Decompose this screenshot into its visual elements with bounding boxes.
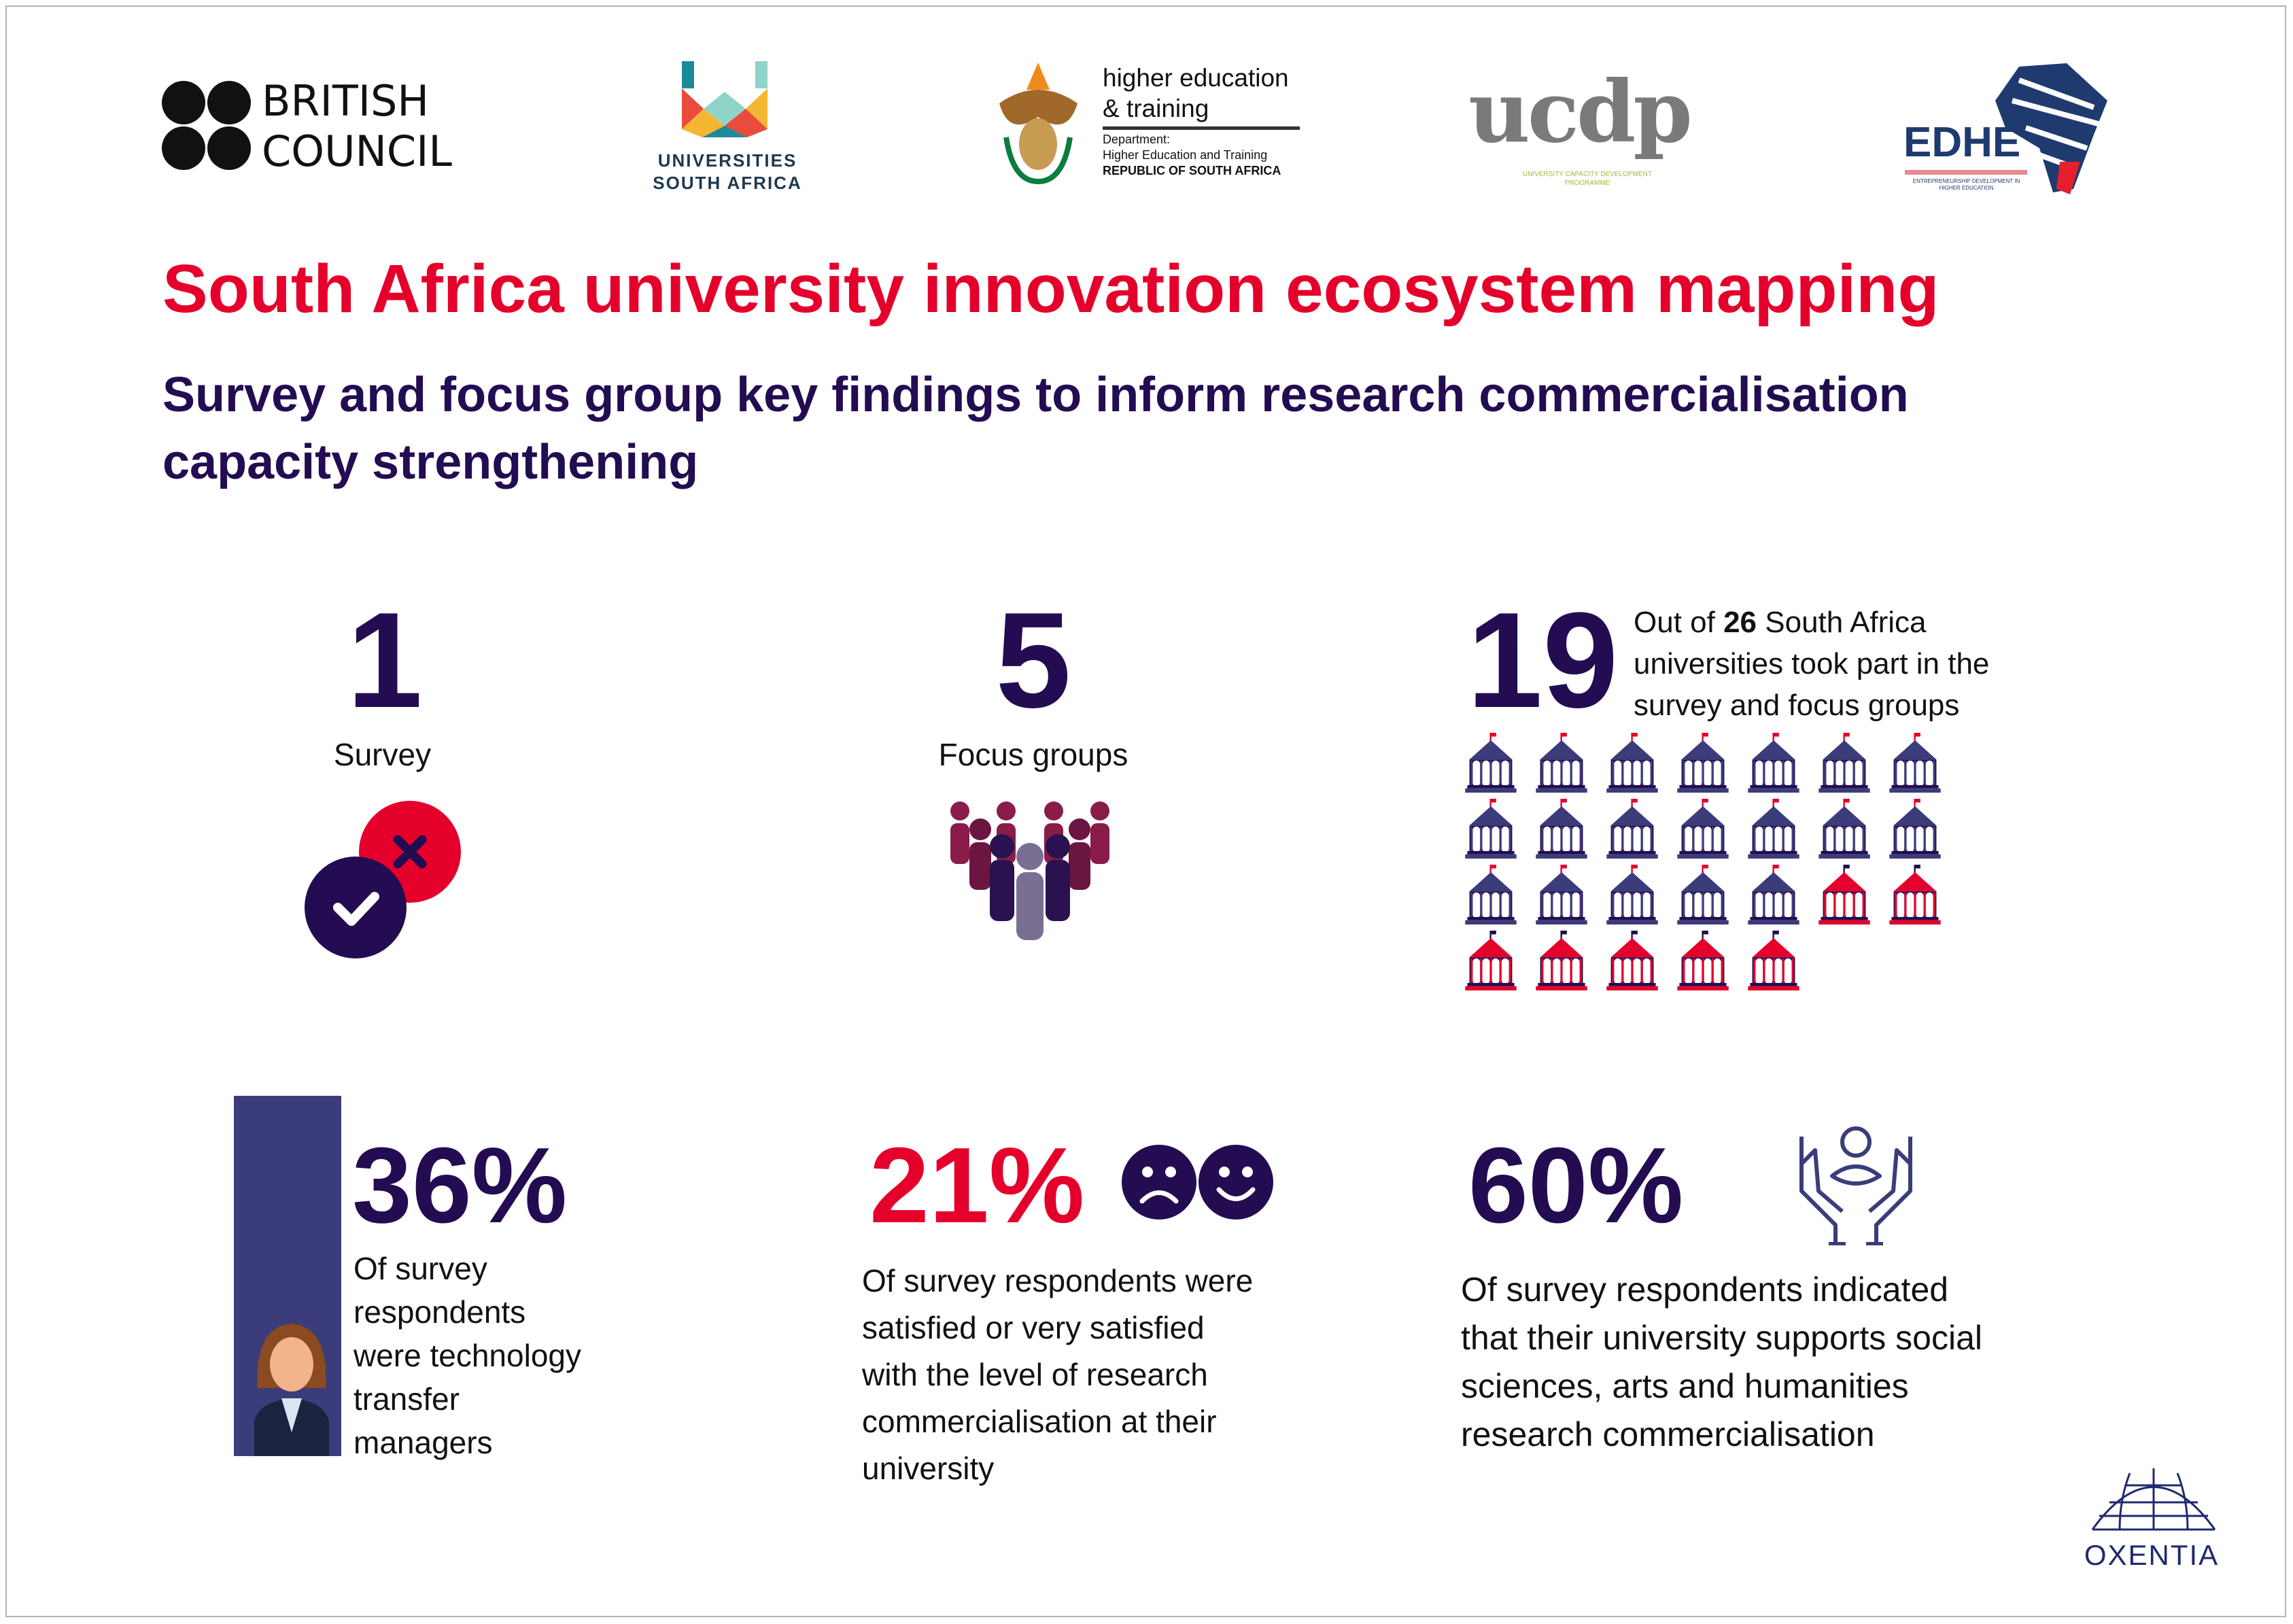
ttm-bar bbox=[234, 1096, 341, 1456]
ssah-percent: 60% bbox=[1468, 1126, 1684, 1245]
total-universities: 26 bbox=[1723, 606, 1757, 639]
university-icon-not-participated bbox=[1748, 931, 1799, 990]
university-icon-participated bbox=[1677, 799, 1729, 859]
dhet-logo: higher education & training Department: … bbox=[993, 63, 1319, 192]
logo-text: UNIVERSITIES bbox=[657, 150, 797, 171]
university-icon-participated bbox=[1748, 733, 1799, 793]
text: Out of bbox=[1634, 606, 1724, 639]
finding-text-line: university bbox=[862, 1451, 995, 1486]
focus-group-count: 5 bbox=[995, 585, 1071, 736]
university-icon-participated bbox=[1465, 865, 1517, 925]
university-icon-participated bbox=[1818, 733, 1870, 793]
university-icon-not-participated bbox=[1677, 931, 1729, 990]
subtitle-line: capacity strengthening bbox=[162, 435, 699, 489]
finding-text-line: transfer bbox=[354, 1381, 460, 1417]
finding-text-line: respondents bbox=[354, 1294, 526, 1330]
finding-text-line: managers bbox=[354, 1425, 493, 1460]
text: universities took part in the bbox=[1634, 647, 1990, 680]
university-icon-not-participated bbox=[1889, 865, 1941, 925]
logo-text: BRITISH bbox=[262, 76, 430, 126]
university-icon-participated bbox=[1818, 799, 1870, 859]
finding-text-line: Of survey respondents indicated bbox=[1461, 1271, 1949, 1309]
university-icon-participated bbox=[1465, 799, 1517, 859]
finding-text-line: satisfied or very satisfied bbox=[862, 1310, 1205, 1345]
universities-count: 19 bbox=[1467, 585, 1619, 736]
finding-text-line: were technology bbox=[354, 1338, 581, 1373]
satisfied-percent: 21% bbox=[869, 1126, 1085, 1245]
university-icon-participated bbox=[1606, 799, 1658, 859]
finding-text-line: sciences, arts and humanities bbox=[1461, 1367, 1909, 1405]
logo-text: Higher Education and Training bbox=[1103, 148, 1268, 162]
text: survey and focus groups bbox=[1634, 689, 1960, 722]
university-icon-participated bbox=[1536, 733, 1587, 793]
university-icon-not-participated bbox=[1465, 931, 1517, 990]
university-icon-participated bbox=[1677, 733, 1729, 793]
globe-icon bbox=[2091, 1468, 2216, 1531]
finding-text-line: Of survey bbox=[354, 1251, 487, 1286]
usaf-u-icon bbox=[682, 61, 768, 137]
finding-text-line: research commercialisation bbox=[1461, 1415, 1875, 1453]
logo-text: EDHE bbox=[1903, 119, 2021, 166]
british-council-logo: BRITISH COUNCIL bbox=[161, 76, 474, 179]
logo-text: ENTREPRENEURSHIP DEVELOPMENT IN HIGHER E… bbox=[1912, 178, 2020, 191]
british-council-dots-icon bbox=[162, 81, 251, 170]
universities-icon-grid bbox=[1465, 733, 1982, 998]
survey-label: Survey bbox=[333, 737, 432, 772]
sad-happy-faces-icon bbox=[1122, 1145, 1273, 1220]
woman-manager-icon bbox=[254, 1324, 329, 1456]
ucdp-logo: ucdp UNIVERSITY CAPACITY DEVELOPMENT PRO… bbox=[1468, 61, 1727, 194]
university-icon-participated bbox=[1465, 733, 1517, 793]
logo-text: UNIVERSITY CAPACITY DEVELOPMENT PROGRAMM… bbox=[1522, 171, 1653, 187]
text: South Africa bbox=[1757, 606, 1927, 639]
logo-text: higher education bbox=[1103, 64, 1289, 92]
university-icon-participated bbox=[1748, 799, 1799, 859]
ttm-text: Of survey respondents were technology trans… bbox=[354, 1247, 581, 1464]
university-icon-participated bbox=[1606, 733, 1658, 793]
survey-check-cross-icon bbox=[305, 801, 461, 958]
university-icon-participated bbox=[1536, 865, 1587, 925]
people-group-icon bbox=[950, 801, 1109, 940]
finding-text-line: that their university supports social bbox=[1461, 1319, 1983, 1357]
logo-text: REPUBLIC OF SOUTH AFRICA bbox=[1103, 164, 1281, 177]
ssah-text: Of survey respondents indicated that thei… bbox=[1461, 1266, 1982, 1459]
satisfied-text: Of survey respondents were satisfied or v… bbox=[862, 1258, 1253, 1492]
university-icon-participated bbox=[1889, 733, 1941, 793]
logo-text: Department: bbox=[1103, 133, 1171, 146]
finding-text-line: with the level of research bbox=[862, 1357, 1208, 1392]
university-icon-participated bbox=[1748, 865, 1799, 925]
oxentia-logo: OXENTIA bbox=[2084, 1465, 2220, 1580]
university-icon-not-participated bbox=[1536, 931, 1587, 990]
logo-text: ucdp bbox=[1468, 63, 1693, 162]
survey-count: 1 bbox=[347, 585, 423, 736]
hands-supporting-person-icon bbox=[1799, 1126, 1912, 1245]
page-title: South Africa university innovation ecosy… bbox=[162, 251, 1939, 327]
focus-group-label: Focus groups bbox=[938, 737, 1128, 772]
logo-text: SOUTH AFRICA bbox=[653, 173, 802, 193]
finding-text-line: Of survey respondents were bbox=[862, 1263, 1254, 1298]
university-icon-participated bbox=[1606, 865, 1658, 925]
university-icon-participated bbox=[1536, 799, 1587, 859]
africa-map-icon bbox=[1995, 63, 2107, 194]
university-icon-participated bbox=[1889, 799, 1941, 859]
page-border bbox=[5, 5, 2286, 1617]
coat-of-arms-icon bbox=[999, 63, 1077, 185]
university-icon-not-participated bbox=[1606, 931, 1658, 990]
universities-south-africa-logo: UNIVERSITIES SOUTH AFRICA bbox=[649, 61, 806, 204]
university-icon-not-participated bbox=[1818, 865, 1870, 925]
university-icon-participated bbox=[1677, 865, 1729, 925]
logo-text: COUNCIL bbox=[262, 126, 452, 176]
logo-text: & training bbox=[1103, 94, 1209, 122]
finding-text-line: commercialisation at their bbox=[862, 1404, 1217, 1439]
universities-description: Out of 26 South Africa universities took… bbox=[1634, 602, 1989, 726]
ttm-percent: 36% bbox=[352, 1126, 568, 1245]
edhe-logo: EDHE ENTREPRENEURSHIP DEVELOPMENT IN HIG… bbox=[1903, 60, 2114, 203]
subtitle-line: Survey and focus group key findings to i… bbox=[162, 368, 1909, 422]
oxentia-wordmark: OXENTIA bbox=[2084, 1539, 2220, 1571]
